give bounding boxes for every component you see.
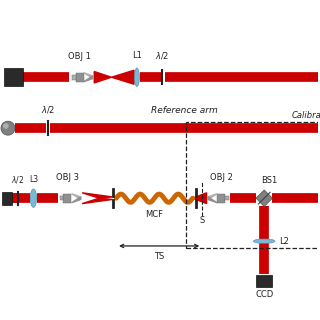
- Bar: [186, 122, 320, 248]
- Text: Reference arm: Reference arm: [151, 106, 218, 115]
- Ellipse shape: [134, 68, 140, 86]
- Text: MCF: MCF: [145, 210, 164, 219]
- Bar: [225, 196, 229, 201]
- Bar: [256, 275, 272, 287]
- Text: BS1: BS1: [261, 176, 277, 185]
- Ellipse shape: [253, 239, 275, 244]
- Polygon shape: [208, 197, 217, 203]
- Bar: [60, 196, 63, 201]
- Text: L1: L1: [132, 51, 142, 60]
- Polygon shape: [71, 194, 81, 199]
- Text: $\lambda$/2: $\lambda$/2: [155, 50, 170, 61]
- Text: L3: L3: [29, 174, 38, 184]
- Bar: [72, 75, 76, 80]
- Text: Calibra: Calibra: [292, 111, 320, 120]
- Polygon shape: [94, 71, 111, 83]
- Text: L2: L2: [279, 237, 289, 246]
- Bar: [63, 194, 71, 203]
- Circle shape: [4, 124, 8, 128]
- Polygon shape: [256, 190, 273, 206]
- Bar: [76, 73, 84, 82]
- Bar: [2, 191, 12, 205]
- Polygon shape: [82, 193, 112, 198]
- Ellipse shape: [30, 189, 36, 207]
- Polygon shape: [84, 76, 93, 82]
- Text: CCD: CCD: [255, 290, 273, 299]
- Polygon shape: [71, 197, 81, 203]
- Text: TS: TS: [154, 252, 164, 261]
- Text: OBJ 3: OBJ 3: [56, 173, 79, 182]
- Polygon shape: [84, 73, 93, 78]
- Circle shape: [1, 121, 15, 135]
- Polygon shape: [193, 193, 207, 204]
- Bar: [4, 68, 23, 86]
- Polygon shape: [82, 198, 112, 204]
- Bar: [217, 194, 225, 203]
- Text: S: S: [199, 216, 205, 225]
- Text: $\lambda$/2: $\lambda$/2: [11, 174, 24, 185]
- Polygon shape: [208, 194, 217, 199]
- Polygon shape: [111, 70, 134, 84]
- Text: OBJ 1: OBJ 1: [68, 52, 91, 61]
- Text: OBJ 2: OBJ 2: [210, 173, 233, 182]
- Text: $\lambda$/2: $\lambda$/2: [41, 104, 55, 115]
